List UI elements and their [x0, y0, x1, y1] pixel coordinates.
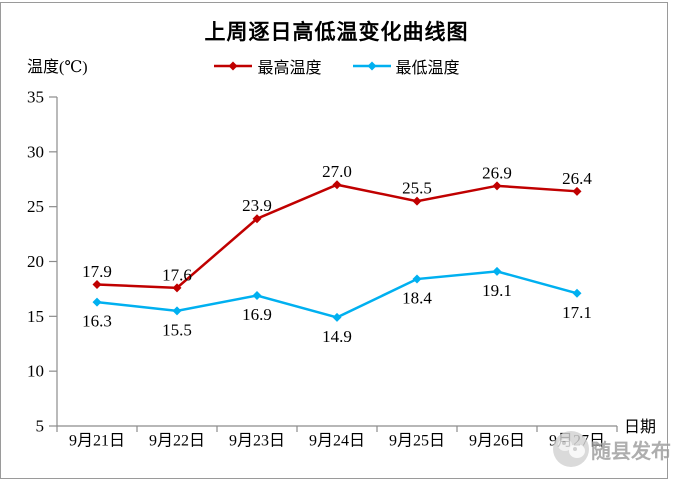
data-point-marker — [252, 214, 262, 224]
data-point-label: 26.9 — [482, 163, 512, 182]
x-tick-label: 9月26日 — [469, 433, 525, 450]
data-point-label: 16.9 — [242, 305, 272, 324]
data-point-label: 15.5 — [162, 320, 192, 339]
data-point-marker — [412, 196, 422, 206]
data-point-marker — [572, 288, 582, 298]
y-tick-label: 5 — [36, 417, 45, 436]
data-point-marker — [332, 180, 342, 190]
data-point-marker — [92, 297, 102, 307]
data-point-marker — [492, 266, 502, 276]
data-point-marker — [572, 186, 582, 196]
x-tick-label: 9月27日 — [549, 433, 605, 450]
data-point-label: 16.3 — [82, 312, 112, 331]
data-point-label: 17.6 — [162, 265, 192, 284]
y-tick-label: 35 — [27, 88, 44, 107]
data-point-marker — [412, 274, 422, 284]
legend-line-marker-icon — [352, 61, 391, 71]
legend-item-max-temp: 最高温度 — [213, 54, 322, 78]
data-point-marker — [252, 290, 262, 300]
chart-title: 上周逐日高低温变化曲线图 — [204, 21, 469, 44]
legend-label-max-temp: 最高温度 — [257, 60, 322, 77]
x-tick-label: 9月25日 — [389, 433, 445, 450]
data-point-marker — [332, 312, 342, 322]
data-point-marker — [172, 283, 182, 293]
y-tick-label: 10 — [27, 362, 44, 381]
y-tick-label: 30 — [27, 142, 44, 161]
legend-line-marker-icon — [214, 61, 253, 71]
data-point-label: 25.5 — [402, 179, 432, 198]
data-point-label: 17.9 — [82, 262, 112, 281]
data-point-label: 14.9 — [322, 327, 352, 346]
y-tick-label: 15 — [27, 307, 44, 326]
legend: 最高温度 最低温度 — [0, 54, 673, 78]
data-point-marker — [492, 181, 502, 191]
data-point-label: 17.1 — [562, 303, 592, 322]
y-tick-label: 20 — [27, 252, 44, 271]
data-point-label: 27.0 — [322, 162, 352, 181]
data-point-label: 23.9 — [242, 196, 272, 215]
data-point-label: 26.4 — [562, 169, 592, 188]
data-point-marker — [92, 280, 102, 290]
x-tick-label: 9月21日 — [69, 433, 125, 450]
y-tick-label: 25 — [27, 197, 44, 216]
x-tick-label: 9月22日 — [149, 433, 205, 450]
x-axis-title: 日期 — [624, 419, 657, 436]
data-point-label: 19.1 — [482, 281, 512, 300]
legend-label-min-temp: 最低温度 — [395, 60, 460, 77]
legend-item-min-temp: 最低温度 — [352, 54, 460, 78]
y-axis-title: 温度(℃) — [27, 59, 88, 76]
x-tick-label: 9月23日 — [229, 433, 285, 450]
x-tick-label: 9月24日 — [309, 433, 365, 450]
data-point-label: 18.4 — [402, 289, 432, 308]
data-point-marker — [172, 306, 182, 316]
